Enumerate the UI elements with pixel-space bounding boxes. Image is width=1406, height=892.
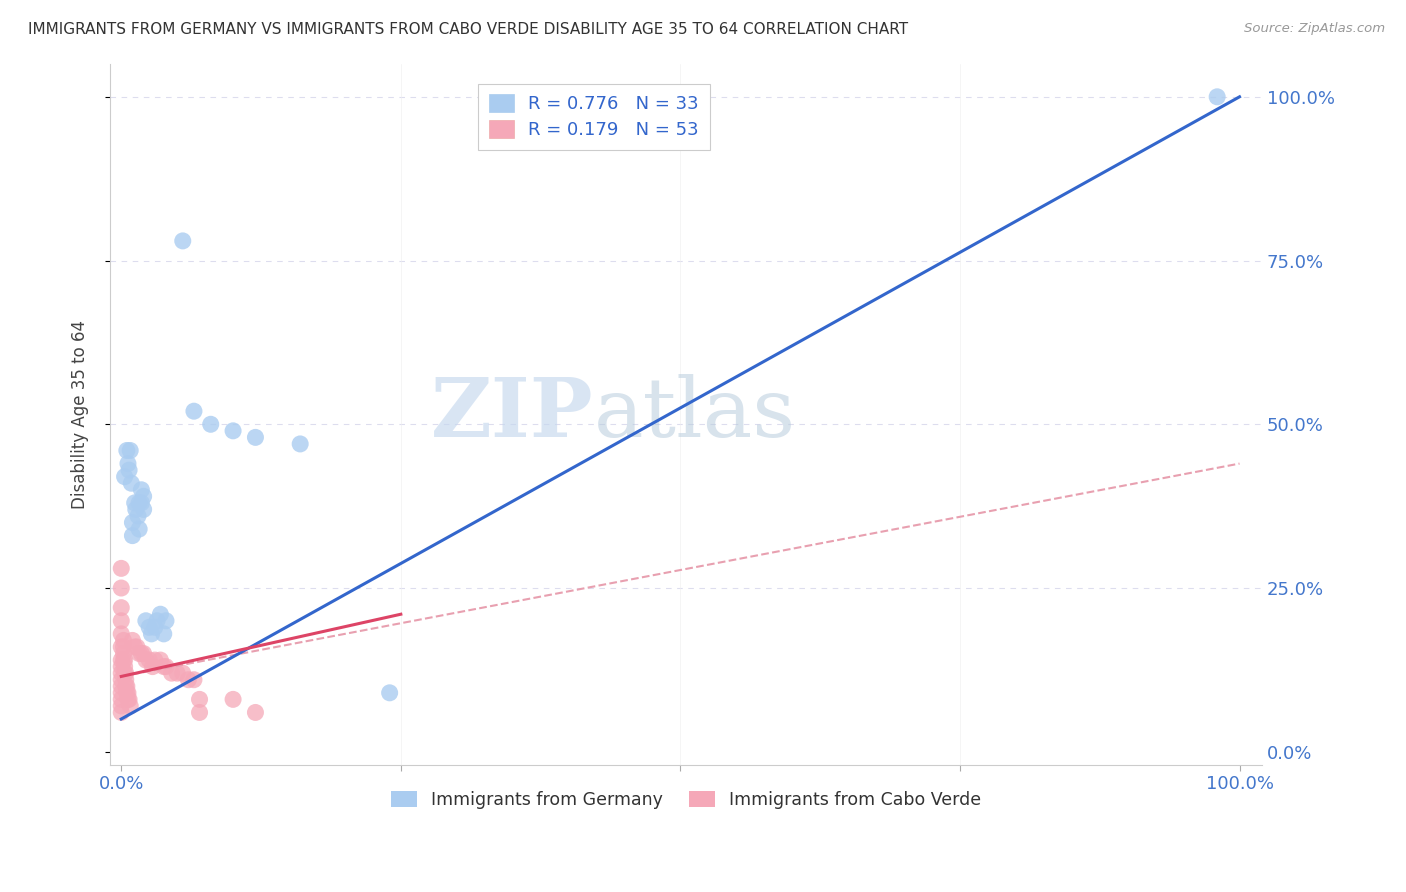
- Point: [110, 640, 132, 654]
- Point: [177, 673, 200, 687]
- Point: [378, 686, 401, 700]
- Point: [112, 647, 135, 661]
- Point: [131, 483, 153, 497]
- Point: [110, 581, 132, 595]
- Point: [132, 647, 155, 661]
- Point: [110, 659, 132, 673]
- Point: [117, 692, 139, 706]
- Point: [200, 417, 222, 432]
- Point: [114, 659, 136, 673]
- Point: [128, 647, 150, 661]
- Point: [127, 508, 149, 523]
- Text: IMMIGRANTS FROM GERMANY VS IMMIGRANTS FROM CABO VERDE DISABILITY AGE 35 TO 64 CO: IMMIGRANTS FROM GERMANY VS IMMIGRANTS FR…: [28, 22, 908, 37]
- Point: [121, 528, 143, 542]
- Point: [138, 620, 160, 634]
- Point: [143, 620, 166, 634]
- Point: [245, 430, 267, 444]
- Point: [114, 679, 136, 693]
- Point: [110, 666, 132, 681]
- Point: [110, 614, 132, 628]
- Point: [110, 653, 132, 667]
- Point: [135, 614, 157, 628]
- Point: [222, 424, 245, 438]
- Point: [288, 437, 311, 451]
- Point: [1206, 90, 1229, 104]
- Point: [110, 600, 132, 615]
- Point: [152, 627, 174, 641]
- Point: [183, 404, 205, 418]
- Point: [121, 633, 143, 648]
- Point: [118, 463, 141, 477]
- Point: [121, 516, 143, 530]
- Point: [188, 692, 211, 706]
- Point: [149, 607, 172, 622]
- Point: [183, 673, 205, 687]
- Y-axis label: Disability Age 35 to 64: Disability Age 35 to 64: [72, 320, 89, 509]
- Point: [110, 692, 132, 706]
- Point: [131, 496, 153, 510]
- Point: [110, 706, 132, 720]
- Point: [110, 627, 132, 641]
- Point: [125, 502, 148, 516]
- Point: [149, 653, 172, 667]
- Point: [128, 522, 150, 536]
- Point: [146, 614, 169, 628]
- Point: [115, 679, 138, 693]
- Point: [160, 666, 183, 681]
- Text: atlas: atlas: [593, 375, 796, 454]
- Point: [124, 496, 146, 510]
- Point: [152, 659, 174, 673]
- Point: [155, 614, 177, 628]
- Point: [110, 698, 132, 713]
- Point: [128, 496, 150, 510]
- Point: [115, 686, 138, 700]
- Point: [110, 673, 132, 687]
- Point: [112, 653, 135, 667]
- Point: [155, 659, 177, 673]
- Point: [120, 698, 142, 713]
- Point: [114, 666, 136, 681]
- Point: [172, 666, 194, 681]
- Point: [245, 706, 267, 720]
- Text: ZIP: ZIP: [432, 375, 593, 454]
- Point: [142, 659, 165, 673]
- Point: [114, 653, 136, 667]
- Point: [222, 692, 245, 706]
- Point: [112, 633, 135, 648]
- Point: [141, 627, 163, 641]
- Point: [172, 234, 194, 248]
- Point: [117, 457, 139, 471]
- Point: [188, 706, 211, 720]
- Point: [112, 640, 135, 654]
- Point: [131, 647, 153, 661]
- Point: [114, 469, 136, 483]
- Point: [143, 653, 166, 667]
- Point: [132, 489, 155, 503]
- Point: [110, 686, 132, 700]
- Point: [114, 673, 136, 687]
- Point: [166, 666, 188, 681]
- Point: [110, 679, 132, 693]
- Text: Source: ZipAtlas.com: Source: ZipAtlas.com: [1244, 22, 1385, 36]
- Point: [114, 666, 136, 681]
- Point: [132, 502, 155, 516]
- Point: [120, 443, 142, 458]
- Point: [138, 653, 160, 667]
- Point: [118, 692, 141, 706]
- Legend: Immigrants from Germany, Immigrants from Cabo Verde: Immigrants from Germany, Immigrants from…: [384, 783, 988, 816]
- Point: [125, 640, 148, 654]
- Point: [135, 653, 157, 667]
- Point: [120, 476, 142, 491]
- Point: [124, 640, 146, 654]
- Point: [110, 561, 132, 575]
- Point: [117, 686, 139, 700]
- Point: [115, 443, 138, 458]
